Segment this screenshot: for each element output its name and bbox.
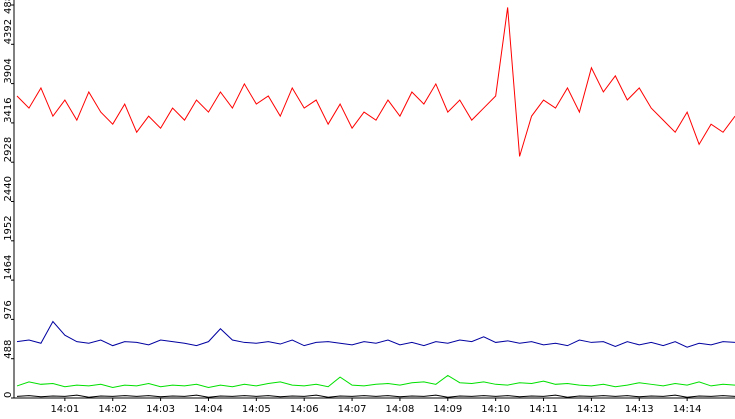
y-tick-label: 2928	[3, 137, 14, 162]
series-line	[16, 394, 735, 398]
x-tick-label: 14:04	[194, 404, 223, 415]
y-tick-label: 4880	[3, 0, 14, 14]
x-tick-label: 14:12	[577, 404, 606, 415]
x-tick-label: 14:14	[673, 404, 702, 415]
x-tick-label: 14:07	[338, 404, 367, 415]
y-tick-label: 4392	[3, 19, 14, 44]
y-tick-label: 976	[3, 300, 14, 319]
series-line	[16, 7, 735, 157]
x-tick-label: 14:02	[98, 404, 127, 415]
y-tick-label: 488	[3, 340, 14, 359]
x-tick-label: 14:08	[386, 404, 415, 415]
y-tick-label: 0	[3, 392, 14, 398]
y-tick-label: 2440	[3, 176, 14, 201]
x-tick-label: 14:03	[146, 404, 175, 415]
x-tick-label: 14:09	[433, 404, 462, 415]
y-tick-label: 3904	[3, 58, 14, 83]
x-tick-label: 14:13	[625, 404, 654, 415]
series-line	[16, 374, 735, 389]
x-tick-label: 14:06	[290, 404, 319, 415]
x-tick-label: 14:05	[242, 404, 271, 415]
y-tick-label: 3416	[3, 97, 14, 122]
y-tick-label: 1952	[3, 215, 14, 240]
y-tick-label: 1464	[3, 255, 14, 280]
x-tick-label: 14:01	[50, 404, 79, 415]
series-line	[16, 320, 735, 348]
x-tick-label: 14:10	[481, 404, 510, 415]
x-tick-label: 14:11	[529, 404, 558, 415]
